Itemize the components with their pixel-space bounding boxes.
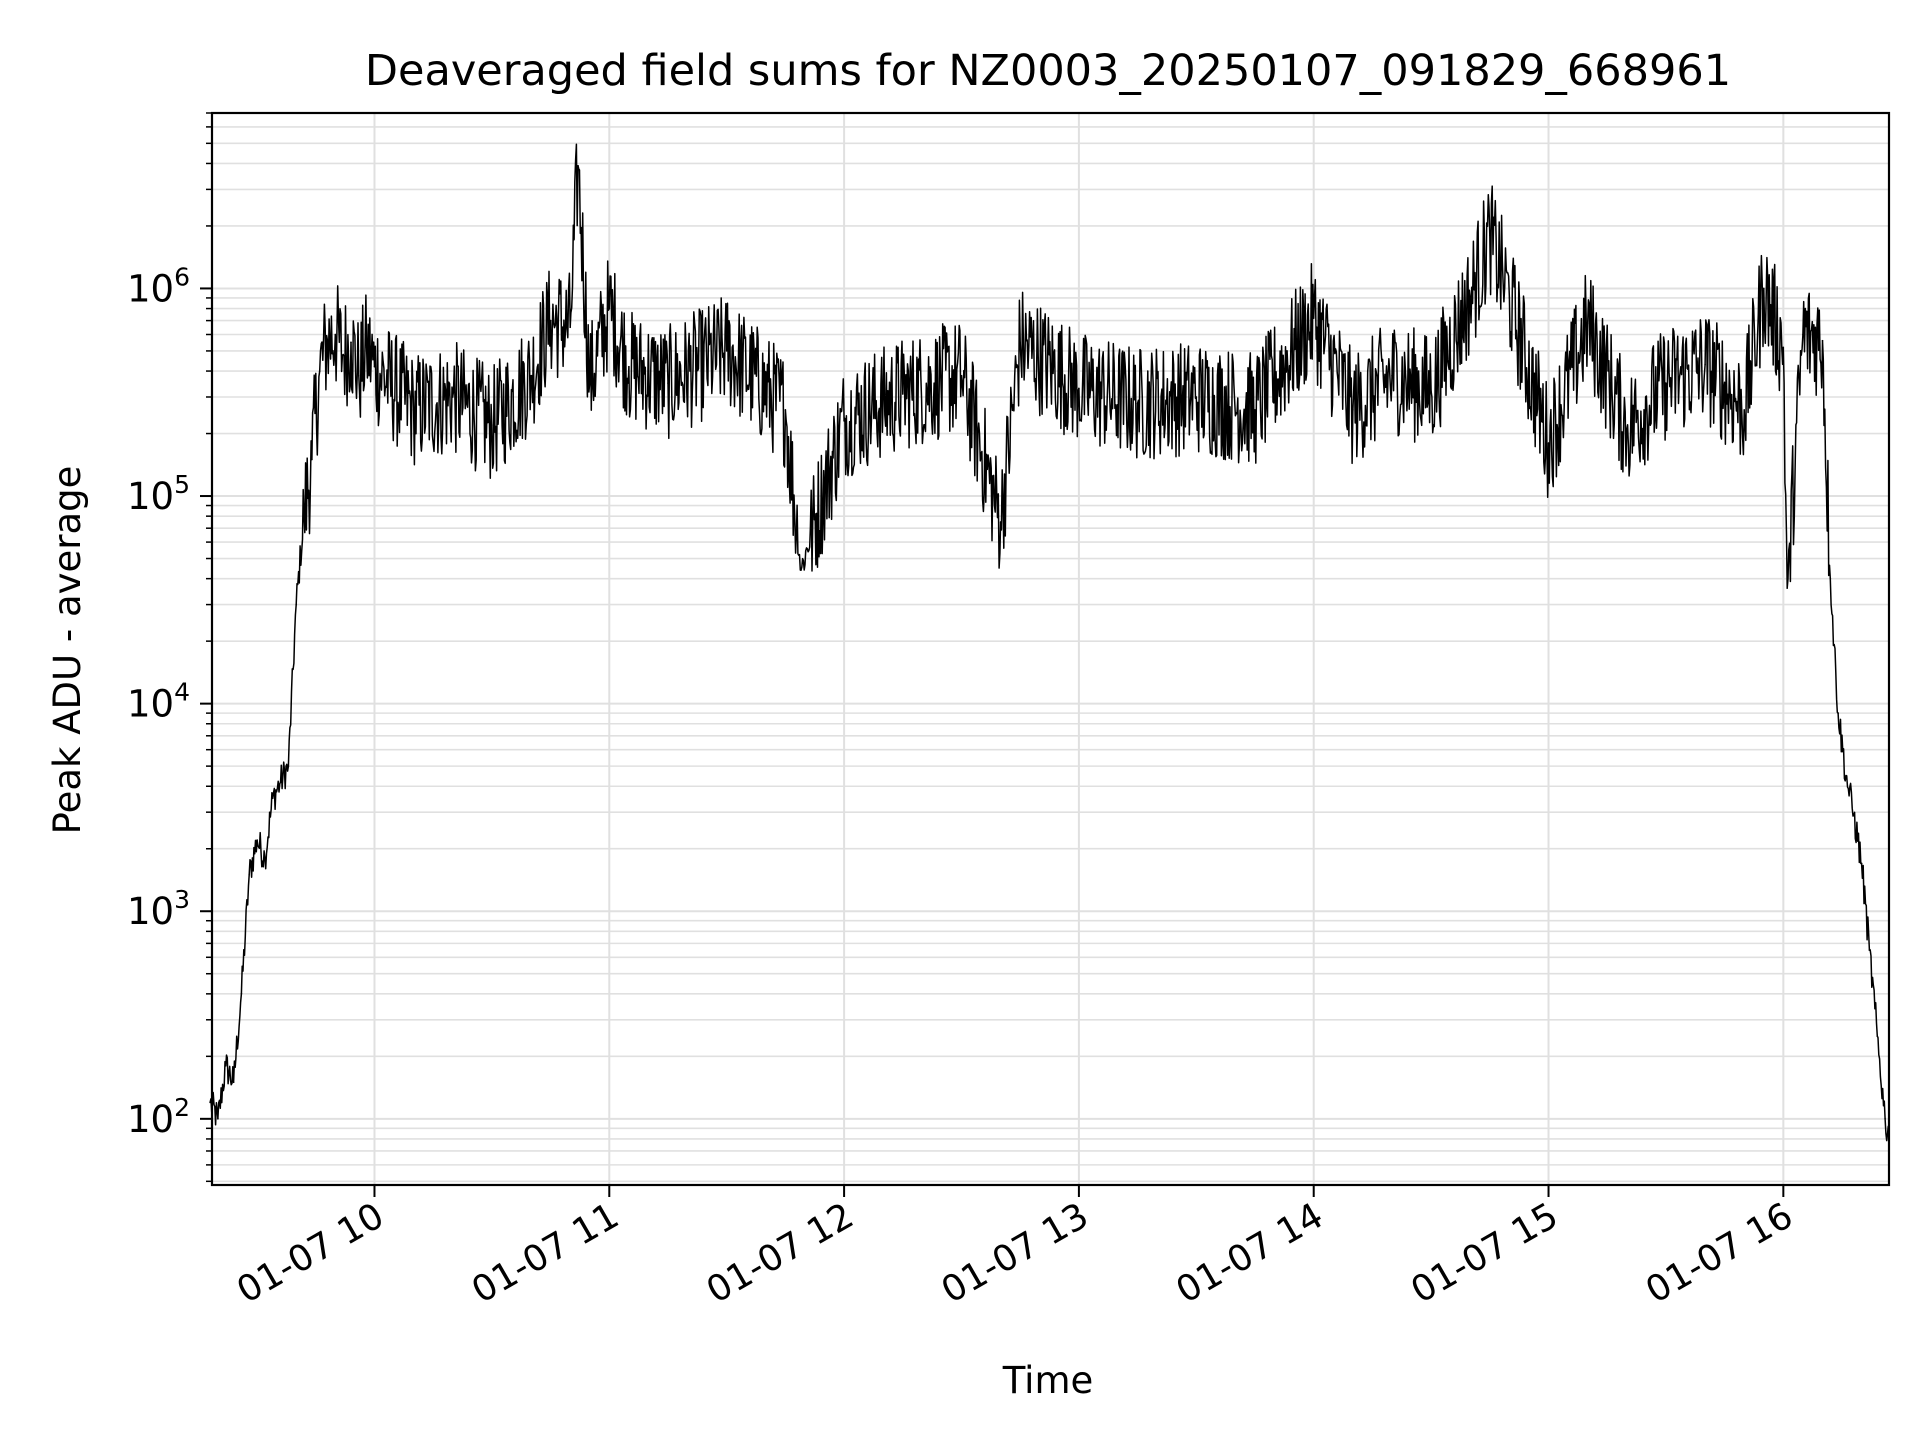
- data-point: [248, 873, 250, 876]
- data-point: [342, 353, 345, 356]
- y-tick-exponent: 6: [174, 262, 190, 291]
- data-point: [577, 164, 579, 167]
- data-point: [373, 365, 376, 368]
- data-point: [225, 1065, 227, 1067]
- data-point: [1782, 346, 1785, 349]
- data-point: [1868, 949, 1871, 951]
- data-point: [1430, 390, 1432, 393]
- data-point: [326, 339, 329, 342]
- y-tick-exponent: 3: [174, 885, 190, 914]
- data-point: [725, 350, 728, 352]
- data-point: [1469, 297, 1472, 299]
- data-point: [1508, 297, 1511, 299]
- data-point: [1312, 317, 1315, 319]
- data-point: [1837, 712, 1839, 714]
- data-point: [902, 393, 904, 395]
- data-point: [1019, 341, 1021, 344]
- data-point: [318, 370, 321, 372]
- y-tick-base: 10: [127, 475, 174, 518]
- data-point: [271, 797, 274, 800]
- data-point: [530, 374, 532, 377]
- data-point: [1136, 402, 1139, 405]
- plot-frame: [210, 111, 1891, 1187]
- data-point: [451, 396, 454, 398]
- data-point: [1845, 774, 1847, 777]
- data-point: [1665, 382, 1667, 384]
- data-point: [569, 326, 571, 329]
- y-tick-base: 10: [127, 683, 174, 726]
- data-point: [800, 569, 802, 571]
- data-point: [358, 374, 360, 377]
- data-point: [209, 1101, 211, 1104]
- y-tick-exponent: 2: [174, 1093, 190, 1122]
- data-point: [549, 319, 552, 322]
- y-tick-exponent: 5: [174, 470, 190, 499]
- data-point: [1884, 1118, 1886, 1120]
- y-tick-base: 10: [127, 1098, 174, 1141]
- data-point: [1821, 339, 1824, 342]
- data-point: [256, 839, 258, 841]
- data-point: [960, 374, 963, 377]
- data-point: [217, 1118, 219, 1120]
- data-point: [843, 420, 845, 422]
- data-point: [1743, 409, 1745, 411]
- data-point: [1704, 363, 1706, 366]
- data-point: [1786, 587, 1788, 589]
- data-point: [667, 382, 669, 384]
- data-point: [350, 341, 352, 344]
- data-point: [303, 515, 305, 517]
- data-point: [1352, 409, 1354, 411]
- data-point: [628, 365, 630, 368]
- data-point: [311, 458, 313, 461]
- data-point: [240, 993, 243, 995]
- data-point: [1763, 287, 1765, 290]
- x-axis-label: Time: [1002, 1359, 1094, 1402]
- y-tick-label: 105: [127, 470, 190, 518]
- y-tick-base: 10: [127, 267, 174, 310]
- y-tick-label: 102: [127, 1093, 190, 1141]
- y-tick-base: 10: [127, 890, 174, 933]
- chart-title: Deaveraged field sums for NZ0003_2025010…: [365, 46, 1731, 96]
- data-point: [784, 409, 787, 411]
- data-point: [588, 382, 591, 384]
- grid: [212, 112, 1889, 1185]
- data-point: [412, 409, 415, 411]
- y-axis-label: Peak ADU - average: [46, 466, 89, 835]
- data-point: [1626, 428, 1628, 430]
- data-point: [1391, 374, 1393, 377]
- data-point: [1802, 333, 1804, 336]
- data-point: [287, 765, 290, 767]
- data-point: [999, 521, 1002, 523]
- data-point: [491, 424, 493, 426]
- data-point: [295, 603, 298, 606]
- data-point: [1489, 234, 1491, 237]
- data-point: [1829, 577, 1832, 580]
- y-tick-label: 104: [127, 678, 190, 726]
- data-point: [334, 333, 337, 336]
- data-point: [232, 1081, 235, 1084]
- y-tick-label: 103: [127, 885, 190, 933]
- data-point: [1586, 322, 1589, 325]
- data-point: [1078, 387, 1080, 390]
- data-point: [1876, 1035, 1879, 1037]
- data-point: [1195, 396, 1198, 398]
- data-point: [1860, 862, 1863, 865]
- data-point: [1254, 409, 1256, 411]
- data-point: [1547, 442, 1550, 444]
- data-point: [1853, 814, 1855, 816]
- data-point: [608, 307, 611, 310]
- data-point: [264, 857, 266, 859]
- y-tick-exponent: 4: [174, 678, 190, 707]
- series-line: [209, 143, 1890, 1142]
- y-tick-label: 106: [127, 262, 190, 310]
- data-point: [365, 346, 368, 349]
- data-layer: [209, 143, 1890, 1142]
- data-point: [279, 781, 282, 783]
